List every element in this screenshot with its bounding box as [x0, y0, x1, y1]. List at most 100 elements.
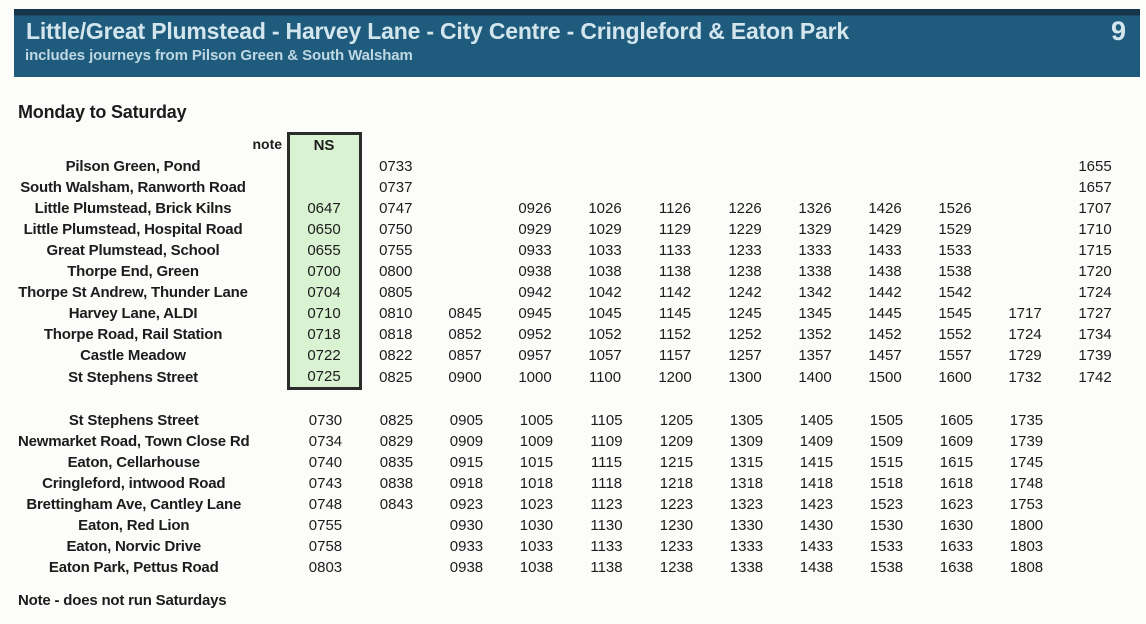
time-cell: 0843 — [379, 496, 414, 513]
time-cell: 1745 — [1009, 454, 1044, 471]
time-cell: 1552 — [938, 326, 972, 343]
note-cell — [248, 261, 288, 282]
stop-header-spacer — [18, 134, 248, 157]
time-cell: 1038 — [588, 263, 622, 280]
note-cell — [248, 282, 288, 303]
time-cell: 0737 — [379, 179, 413, 196]
table-row: Great Plumstead, School 0655 0755 0933 1033 1… — [18, 240, 1130, 261]
time-cell: 1438 — [799, 559, 834, 576]
time-cell: 1533 — [938, 242, 972, 259]
time-cell — [640, 177, 710, 198]
stop-name: Eaton, Cellarhouse — [67, 454, 200, 471]
time-cell: 1229 — [728, 221, 762, 238]
column-header-row: note NS — [18, 132, 1130, 157]
time-cell: 0747 — [379, 200, 413, 217]
time-cell: 1609 — [939, 433, 974, 450]
time-cell: 1345 — [798, 305, 832, 322]
time-cell: 1000 — [518, 368, 552, 386]
time-cell: 1009 — [519, 433, 554, 450]
time-cell: 1717 — [1008, 305, 1042, 322]
ns-time-cell: 0725 — [286, 366, 362, 390]
stop-name: Little Plumstead, Hospital Road — [23, 221, 243, 238]
time-cell: 1426 — [868, 200, 902, 217]
time-cell: 1724 — [1008, 326, 1042, 343]
time-cell: 0900 — [448, 368, 482, 386]
time-cell: 1715 — [1078, 242, 1112, 259]
time-cell: 0933 — [518, 242, 552, 259]
time-cell — [1061, 431, 1131, 452]
time-cell: 1720 — [1078, 263, 1112, 280]
time-cell: 0942 — [518, 284, 552, 301]
time-cell: 1707 — [1078, 200, 1112, 217]
time-cell: 1418 — [799, 475, 834, 492]
time-cell: 1505 — [869, 412, 904, 429]
table-row: Newmarket Road, Town Close Rd 0734 0829 090… — [18, 431, 1131, 452]
time-cell: 0852 — [448, 326, 482, 343]
time-cell — [361, 557, 431, 578]
time-cell: 1452 — [868, 326, 902, 343]
time-cell: 0909 — [449, 433, 484, 450]
stop-name: St Stephens Street — [68, 368, 198, 386]
route-number-badge: 9 — [1110, 16, 1126, 46]
time-cell: 1724 — [1078, 284, 1112, 301]
time-cell — [361, 536, 431, 557]
note-cell — [248, 345, 288, 366]
note-cell — [248, 366, 288, 389]
time-cell — [361, 515, 431, 536]
time-cell — [500, 177, 570, 198]
note-cell — [248, 198, 288, 219]
time-cell: 1118 — [590, 475, 623, 492]
time-cell: 0825 — [379, 368, 413, 386]
table-row: Eaton, Norvic Drive 0758 0933 1033 1133 1233 1… — [18, 536, 1131, 557]
time-cell: 1026 — [588, 200, 622, 217]
time-cell: 1400 — [798, 368, 832, 386]
time-cell: 1109 — [590, 433, 623, 450]
time-cell: 1030 — [519, 517, 554, 534]
time-cell: 1233 — [728, 242, 762, 259]
time-cell — [990, 282, 1060, 303]
time-cell: 1729 — [1008, 347, 1042, 364]
note-cell — [249, 473, 289, 494]
time-cell: 1338 — [798, 263, 832, 280]
time-cell: 1015 — [519, 454, 554, 471]
time-cell: 1042 — [588, 284, 622, 301]
time-cell: 0918 — [449, 475, 484, 492]
time-cell — [990, 219, 1060, 240]
time-cell — [1061, 452, 1131, 473]
time-cell: 1215 — [659, 454, 694, 471]
table-row: Brettingham Ave, Cantley Lane 0748 0843 092… — [18, 494, 1131, 515]
time-cell: 1352 — [798, 326, 832, 343]
time-cell: 1052 — [588, 326, 622, 343]
time-cell: 0818 — [379, 326, 413, 343]
time-cell: 1515 — [869, 454, 904, 471]
time-cell: 1023 — [519, 496, 554, 513]
time-cell: 1732 — [1008, 368, 1042, 386]
table-row: Little Plumstead, Hospital Road 0650 0750 0… — [18, 219, 1130, 240]
time-cell: 0730 — [308, 412, 343, 429]
time-cell: 1123 — [590, 496, 623, 513]
route-header: Little/Great Plumstead - Harvey Lane - C… — [14, 9, 1140, 77]
ns-time-cell: 0722 — [286, 345, 362, 366]
stop-name: South Walsham, Ranworth Road — [20, 179, 246, 196]
time-cell — [430, 261, 500, 282]
note-cell — [248, 156, 288, 177]
time-cell: 0835 — [379, 454, 414, 471]
time-cell: 1252 — [728, 326, 762, 343]
time-cell: 1223 — [659, 496, 694, 513]
time-cell: 1245 — [728, 305, 762, 322]
time-cell: 1739 — [1009, 433, 1044, 450]
ns-time-cell: 0704 — [286, 282, 362, 303]
table-row: Thorpe Road, Rail Station 0718 0818 0852 095… — [18, 324, 1130, 345]
stop-name: Pilson Green, Pond — [65, 158, 201, 175]
time-cell: 1538 — [938, 263, 972, 280]
time-cell — [570, 177, 640, 198]
time-cell: 1357 — [798, 347, 832, 364]
time-cell: 1018 — [519, 475, 554, 492]
time-cell: 1530 — [869, 517, 904, 534]
timetable-continuation: St Stephens Street 0730 0825 0905 1005 1105 12… — [18, 410, 1131, 578]
time-cell: 1257 — [728, 347, 762, 364]
time-cell: 0930 — [449, 517, 484, 534]
ns-time-cell: 0647 — [286, 198, 362, 219]
time-cell — [780, 177, 850, 198]
time-cell: 1442 — [868, 284, 902, 301]
